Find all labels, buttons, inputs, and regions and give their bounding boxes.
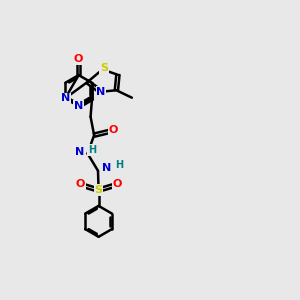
Text: S: S	[100, 63, 108, 73]
Text: N: N	[61, 93, 70, 103]
Text: N: N	[75, 147, 84, 157]
Text: O: O	[109, 125, 118, 135]
Text: N: N	[96, 87, 106, 97]
Text: N: N	[74, 101, 83, 111]
Text: O: O	[74, 54, 83, 64]
Text: H: H	[115, 160, 123, 170]
Text: N: N	[102, 164, 111, 173]
Text: O: O	[76, 179, 85, 189]
Text: H: H	[88, 145, 96, 155]
Text: S: S	[94, 185, 103, 195]
Text: O: O	[112, 179, 122, 189]
